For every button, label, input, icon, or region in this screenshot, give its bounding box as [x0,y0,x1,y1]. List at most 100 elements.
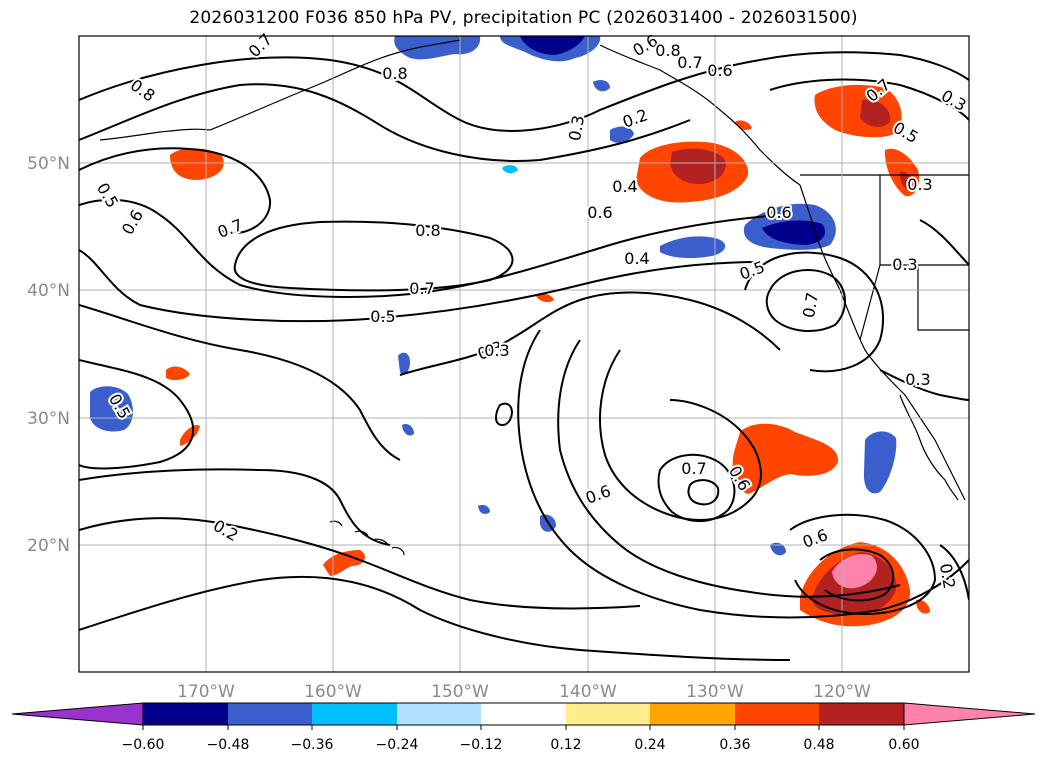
precip-pos-area [166,366,190,381]
pv-contour [517,329,969,619]
colorbar-segment [650,703,735,725]
pv-contour [79,304,401,461]
lat-tick-label: 20°N [27,536,70,556]
precip-neg-area [402,424,414,436]
precip-neg-area [478,504,490,514]
precip-pos-area [170,148,224,180]
contour-label: 0.6 [766,203,791,222]
lon-tick-label: 150°W [431,682,489,702]
contour-label: 0.4 [624,249,649,268]
precip-pos-area [670,148,726,185]
precip-pos-area [536,293,554,303]
lon-tick-label: 120°W [813,682,871,702]
contour-label: 0.3 [484,341,509,360]
precip-neg-area [398,352,410,375]
contour-label: 0.3 [907,175,932,194]
contour-label: 0.8 [655,41,680,60]
lat-tick-label: 40°N [27,281,70,301]
pv-contour [79,147,272,235]
colorbar-segment [228,703,312,725]
pv-contour [819,548,895,602]
lon-tick-label: 170°W [177,682,235,702]
colorbar-tick-label: −0.48 [207,737,250,753]
contour-label: 0.7 [681,459,706,478]
colorbar-tick-label: −0.24 [376,737,419,753]
pv-contour [79,249,761,323]
aleutian-islands [99,128,211,141]
pacific-northwest-coast [799,184,966,501]
precip-pos-area [916,599,930,614]
colorbar-segment [397,703,481,725]
colorbar-tick-label: 0.36 [719,737,750,753]
pv-contour [399,291,781,376]
colorbar-segment [481,703,566,725]
contour-label: 0.5 [370,307,395,326]
precip-neg-area [520,36,585,55]
colorbar-segment [143,703,228,725]
pv-contour [759,51,969,81]
contour-label: 0.4 [612,177,637,196]
colorbar-tick-label: −0.12 [460,737,503,753]
colorbar-tick-label: 0.12 [550,737,581,753]
precip-neg-area [770,542,786,556]
pv-contour [79,56,761,132]
precip-pos-area [732,423,839,494]
precip-pos-area [900,171,913,190]
colorbar-segment [312,703,397,725]
pv-contour [233,220,514,292]
pv-contour [79,359,195,470]
pv-contour [879,369,969,401]
contour-label: 0.8 [382,64,407,83]
contour-label: 0.7 [409,279,434,298]
colorbar-tick-label: −0.60 [122,737,165,753]
precip-neg-area [394,36,481,60]
precip-neg-area [610,126,634,143]
pv-contour [79,517,641,610]
contour-label: 0.6 [587,203,612,222]
border-states [859,175,969,341]
colorbar-segment [735,703,819,725]
lat-axis-labels: 50°N 40°N 30°N 20°N [27,154,70,556]
colorbar-border [142,702,905,726]
colorbar-extend-low [11,702,144,726]
colorbar-tick-label: 0.24 [634,737,665,753]
colorbar-segment [566,703,650,725]
colorbar-tick-label: 0.60 [888,737,919,753]
pv-contour [557,339,901,598]
lon-tick-label: 130°W [686,682,744,702]
precip-neg-area [502,165,518,174]
pv-contour [939,544,969,601]
colorbar-extend-high [903,702,1036,726]
pv-contour [769,78,969,121]
map-frame-border [78,35,970,673]
pv-contour [744,251,885,373]
pv-contour [494,402,513,426]
pv-contour [79,83,691,162]
pv-contour [789,513,937,616]
precip-pos-area [180,424,200,446]
contour-label: 0.3 [892,255,917,274]
pv-contour [687,479,720,506]
colorbar: −0.60 −0.48 −0.36 −0.24 −0.12 0.12 0.24 … [11,702,1036,753]
map-title: 2026031200 F036 850 hPa PV, precipitatio… [189,8,858,28]
lon-tick-label: 160°W [304,682,362,702]
precip-pos-area [832,553,877,589]
precip-pos-area [323,550,366,576]
colorbar-segment [819,703,904,725]
pv-contour [657,453,736,523]
colorbar-ticks [142,725,905,730]
pv-contour [79,198,781,298]
lat-tick-label: 30°N [27,409,70,429]
lon-tick-label: 140°W [559,682,617,702]
lat-tick-label: 50°N [27,154,70,174]
precip-neg-area [660,236,726,259]
precip-pos-area [860,99,891,127]
alaska-coast [209,39,461,131]
lon-axis-labels: 170°W 160°W 150°W 140°W 130°W 120°W [177,682,871,702]
alaska-panhandle-coast [599,44,801,186]
colorbar-tick-label: −0.36 [291,737,334,753]
precip-neg-area [762,220,826,245]
contour-label: 0.3 [905,370,930,389]
contour-label: 0.8 [415,221,440,240]
